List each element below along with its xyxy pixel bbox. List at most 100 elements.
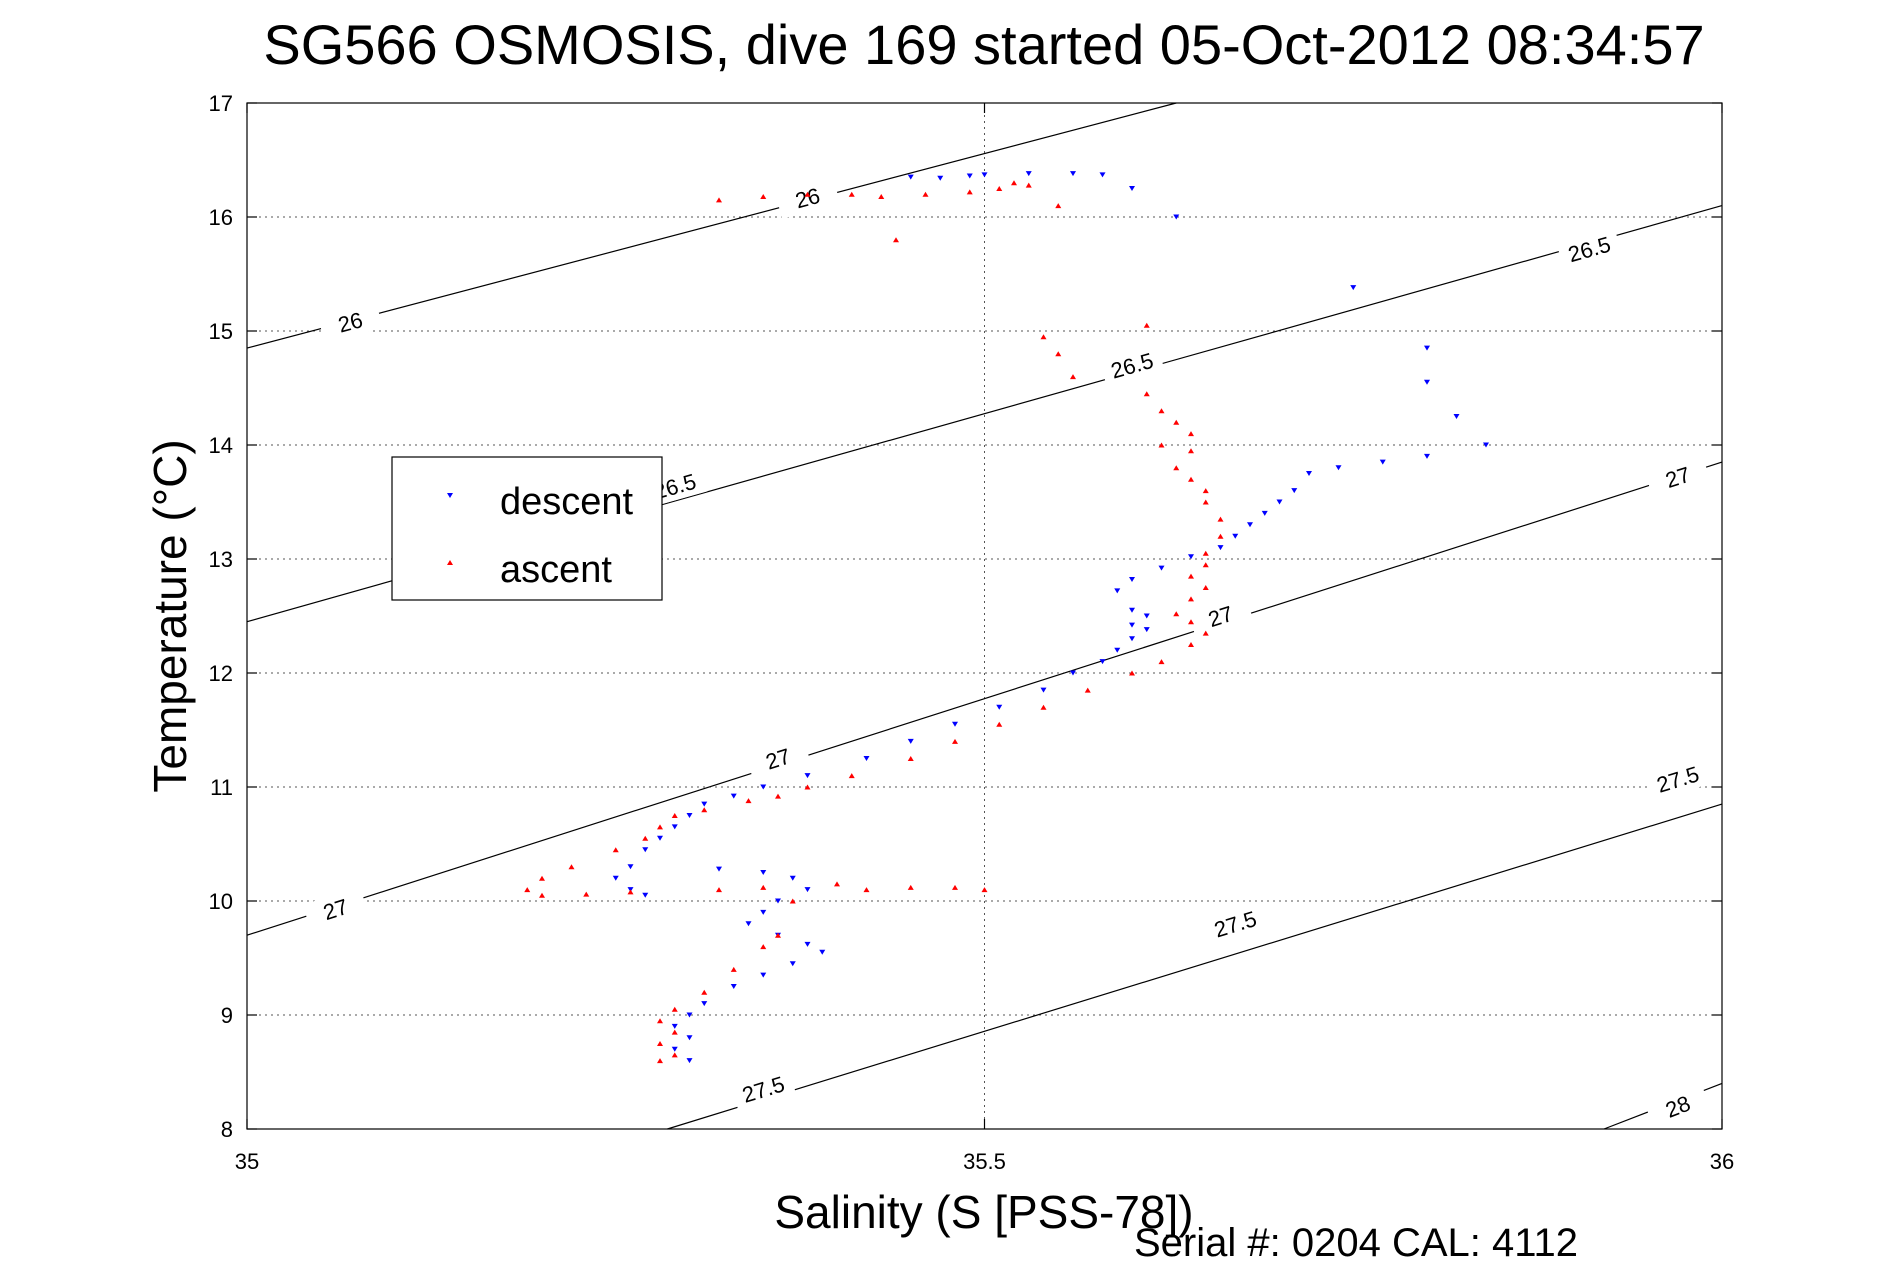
descent-point: [627, 864, 634, 870]
ascent-point: [657, 1058, 663, 1064]
descent-point: [745, 921, 752, 927]
ascent-point: [952, 738, 958, 744]
ascent-point: [1188, 476, 1194, 482]
descent-point: [671, 1046, 678, 1052]
descent-point: [804, 887, 811, 893]
descent-point: [819, 949, 826, 955]
ascent-point: [1202, 499, 1209, 505]
descent-point: [1173, 214, 1180, 220]
ascent-point: [1188, 642, 1194, 647]
isopycnal-label-bg: [1644, 1082, 1711, 1131]
descent-point: [730, 793, 737, 799]
descent-point: [1424, 379, 1430, 385]
ascent-point: [1040, 704, 1047, 710]
legend-label-descent: descent: [500, 481, 634, 523]
ascent-point: [1202, 585, 1209, 590]
ascent-point: [657, 824, 663, 830]
ascent-point: [1070, 374, 1076, 380]
ascent-point: [568, 864, 575, 870]
ascent-point: [701, 807, 708, 813]
ascent-point: [1188, 596, 1194, 602]
descent-point: [1483, 442, 1489, 448]
descent-point: [1306, 471, 1312, 476]
descent-point: [1453, 414, 1460, 419]
ascent-point: [627, 889, 634, 895]
isopycnal-line-27.5: [667, 803, 1723, 1130]
ascent-point: [1217, 516, 1224, 522]
x-axis-label: Salinity (S [PSS-78]): [774, 1186, 1193, 1238]
chart-title: SG566 OSMOSIS, dive 169 started 05-Oct-2…: [263, 13, 1704, 76]
ascent-point: [524, 887, 531, 893]
ascent-point: [1202, 550, 1209, 556]
y-tick-label: 15: [209, 319, 233, 344]
descent-point: [937, 175, 944, 181]
descent-point: [789, 875, 796, 881]
ascent-point: [539, 892, 545, 898]
descent-point: [760, 784, 767, 790]
isopycnal-label-bg: [1556, 227, 1622, 271]
descent-point: [671, 824, 678, 830]
descent-point: [1070, 171, 1076, 177]
descent-point: [1350, 285, 1357, 291]
ascent-point: [907, 756, 914, 761]
descent-point: [701, 1001, 708, 1007]
y-tick-label: 13: [209, 547, 233, 572]
ascent-point: [789, 898, 796, 904]
descent-point: [1040, 687, 1047, 693]
ascent-point: [1158, 659, 1165, 665]
ascent-point: [1143, 391, 1150, 397]
legend-marker-descent: [447, 493, 453, 498]
ascent-point: [1188, 619, 1194, 625]
ascent-point: [863, 887, 870, 893]
descent-point: [775, 898, 781, 904]
isopycnal-label-bg: [302, 886, 369, 932]
ascent-point: [657, 1018, 663, 1024]
ascent-point: [760, 944, 767, 950]
descent-point: [686, 813, 693, 818]
descent-point: [701, 801, 708, 807]
descent-point: [1261, 510, 1268, 516]
y-tick-label: 9: [221, 1003, 233, 1028]
ascent-point: [1129, 670, 1135, 676]
isopycnal-label-bg: [1202, 901, 1269, 947]
ascent-point: [922, 191, 929, 197]
descent-point: [1379, 459, 1386, 465]
ascent-point: [1040, 334, 1047, 340]
ascent-point: [1143, 322, 1150, 328]
y-tick-label: 11: [210, 775, 233, 800]
descent-point: [1276, 499, 1283, 505]
descent-point: [760, 909, 767, 915]
isopycnal-label-bg: [1644, 756, 1711, 802]
ascent-point: [760, 193, 767, 199]
ascent-point: [966, 189, 973, 195]
descent-point: [1025, 171, 1032, 177]
descent-point: [1129, 636, 1135, 642]
legend-box: [391, 456, 663, 601]
ascent-point: [1202, 562, 1209, 568]
ascent-point: [1188, 448, 1194, 454]
ascent-point: [1025, 182, 1032, 188]
ascent-point: [1217, 533, 1224, 539]
ascent-point: [952, 884, 958, 890]
legend-marker-ascent: [447, 560, 453, 565]
ascent-point: [657, 1041, 663, 1046]
descent-point: [760, 972, 767, 978]
isopycnal-label-bg: [317, 300, 383, 344]
descent-point: [1129, 577, 1135, 583]
descent-point: [996, 704, 1003, 710]
descent-point: [1099, 659, 1106, 665]
descent-point: [612, 875, 619, 881]
y-tick-label: 16: [209, 205, 233, 230]
ascent-point: [1173, 419, 1180, 425]
descent-point: [657, 835, 663, 841]
descent-point: [1232, 533, 1239, 539]
descent-point: [1129, 186, 1135, 191]
descent-point: [1158, 565, 1165, 571]
ascent-point: [893, 237, 899, 243]
ascent-point: [539, 875, 545, 881]
descent-point: [730, 984, 737, 989]
ascent-point: [775, 793, 781, 799]
isopycnal-line-26: [246, 102, 1177, 349]
isopycnal-label-bg: [1644, 454, 1711, 500]
